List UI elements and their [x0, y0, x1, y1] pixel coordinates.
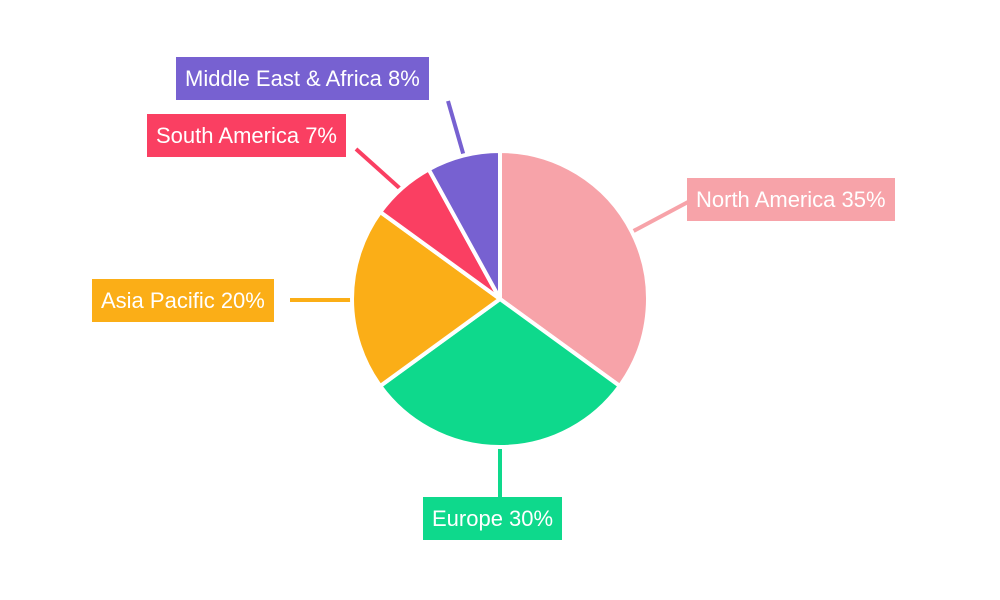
- pie-slice-north-america[interactable]: [498, 149, 650, 388]
- pie-slice-europe[interactable]: [378, 297, 622, 449]
- slice-label-europe: Europe 30%: [423, 497, 563, 540]
- leader-line-middle-east-africa: [446, 100, 467, 161]
- slice-label-middle-east-africa: Middle East & Africa 8%: [176, 57, 429, 100]
- pie-slice-middle-east-africa[interactable]: [426, 149, 502, 301]
- pie-slice-asia-pacific[interactable]: [350, 210, 502, 388]
- slice-label-asia-pacific: Asia Pacific 20%: [92, 279, 274, 322]
- leader-line-north-america: [625, 200, 689, 237]
- leader-line-south-america: [354, 147, 407, 195]
- slice-label-south-america: South America 7%: [147, 114, 346, 157]
- slice-label-north-america: North America 35%: [687, 178, 895, 221]
